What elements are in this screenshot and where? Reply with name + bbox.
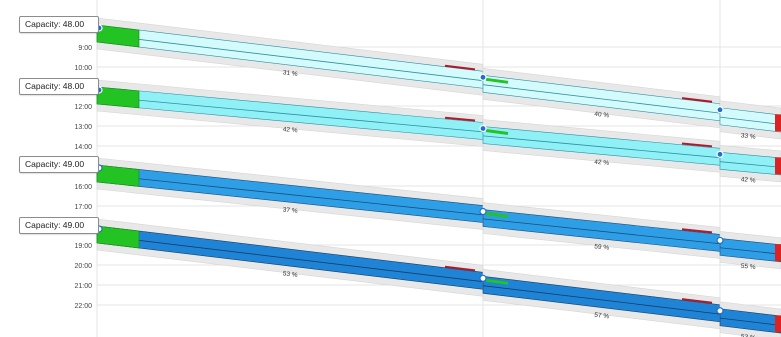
segment-percent-label: 37 % xyxy=(282,207,298,216)
capacity-label: Capacity: 49.00 xyxy=(19,217,99,234)
lane-node[interactable] xyxy=(716,236,724,245)
segment-percent-label: 59 % xyxy=(594,243,610,252)
time-tick-label: 14:00 xyxy=(74,144,92,151)
lane-segment-fill[interactable] xyxy=(719,107,781,133)
lane-start-block[interactable] xyxy=(96,24,140,48)
capacity-label-text: Capacity: 48.00 xyxy=(25,81,85,91)
time-marker xyxy=(681,298,713,304)
segment-percent-label: 42 % xyxy=(740,176,756,184)
lane-center-line xyxy=(482,218,721,245)
lane-center-line xyxy=(719,247,781,255)
time-marker xyxy=(681,142,713,148)
lane-start-block[interactable] xyxy=(96,225,140,249)
lane-center-line xyxy=(719,317,781,326)
lane-center-line xyxy=(719,116,781,125)
lane-node[interactable] xyxy=(479,124,487,133)
capacity-label: Capacity: 48.00 xyxy=(19,16,99,33)
lane-node[interactable] xyxy=(716,150,724,158)
segment-percent-label: 53 % xyxy=(282,270,298,279)
lane-node[interactable] xyxy=(479,274,487,282)
segment-percent-label: 42 % xyxy=(594,159,610,167)
segment-percent-label: 57 % xyxy=(594,312,610,321)
lane-end-block[interactable] xyxy=(775,157,781,175)
segment-percent-label: 55 % xyxy=(740,263,756,272)
segment-percent-label: 33 % xyxy=(740,132,756,141)
time-axis: 9:00 10:00 12:00 13:00 14:00 16:00 17:00 19:00 2… xyxy=(74,45,92,310)
time-tick-label: 12:00 xyxy=(74,104,92,111)
segment-percent-label: 42 % xyxy=(282,126,298,134)
joint-connector xyxy=(485,77,509,84)
lane-end-block[interactable] xyxy=(775,244,781,262)
lane-center-line xyxy=(482,84,721,114)
time-tick-label: 17:00 xyxy=(74,204,92,211)
joint-connector xyxy=(485,278,509,285)
lane-center-line xyxy=(96,173,484,216)
lane-start-block[interactable] xyxy=(96,164,140,187)
lane-segment-fill[interactable] xyxy=(96,24,484,89)
lane-node[interactable] xyxy=(479,73,487,81)
joint-connector xyxy=(485,129,509,135)
lane-node[interactable] xyxy=(479,207,487,216)
capacity-lanes: 31 %40 %33 %42 %42 %42 %37 %59 %55 %53 %… xyxy=(95,17,781,337)
capacity-label-text: Capacity: 49.00 xyxy=(25,220,85,230)
capacity-label: Capacity: 48.00 xyxy=(19,78,99,95)
time-tick-label: 21:00 xyxy=(74,283,92,290)
lane-node[interactable] xyxy=(716,106,724,114)
segment-percent-label: 53 % xyxy=(740,333,756,337)
time-tick-label: 9:00 xyxy=(78,45,92,52)
lane-center-line xyxy=(482,135,721,159)
time-marker xyxy=(444,265,476,272)
lane-start-block[interactable] xyxy=(96,86,140,109)
time-tick-label: 22:00 xyxy=(74,303,92,310)
lane-center-line xyxy=(719,161,781,168)
time-tick-label: 13:00 xyxy=(74,124,92,131)
capacity-lane[interactable]: 42 % 42 % 42 % xyxy=(95,79,781,185)
lane-node[interactable] xyxy=(716,307,724,315)
time-tick-label: 20:00 xyxy=(74,263,92,270)
lane-segment-fill[interactable] xyxy=(96,225,484,290)
time-tick-label: 16:00 xyxy=(74,184,92,191)
capacity-lane[interactable]: 53 % 57 % 53 % xyxy=(95,218,781,337)
time-marker xyxy=(444,116,476,122)
lane-end-block[interactable] xyxy=(775,114,781,132)
time-marker xyxy=(681,228,713,234)
capacity-lane[interactable]: 31 % 40 % 33 % xyxy=(95,17,781,141)
lane-center-line xyxy=(96,234,484,283)
capacity-lane[interactable]: 37 % 59 % 55 % xyxy=(95,157,781,272)
capacity-label-text: Capacity: 48.00 xyxy=(25,19,85,29)
segment-percent-label: 40 % xyxy=(594,111,610,120)
capacity-label-text: Capacity: 49.00 xyxy=(25,159,85,169)
time-tick-label: 19:00 xyxy=(74,243,92,250)
capacity-label: Capacity: 49.00 xyxy=(19,156,99,173)
lane-center-line xyxy=(96,33,484,82)
time-marker xyxy=(681,97,713,103)
lane-segment-fill[interactable] xyxy=(719,308,781,334)
segment-percent-label: 31 % xyxy=(282,69,298,78)
lane-center-line xyxy=(96,95,484,133)
lane-segment-fill[interactable] xyxy=(719,238,781,263)
time-tick-label: 10:00 xyxy=(74,65,92,72)
lane-end-block[interactable] xyxy=(775,315,781,333)
lane-center-line xyxy=(482,285,721,315)
joint-connector xyxy=(485,212,509,219)
lane-segment-fill[interactable] xyxy=(719,151,781,176)
time-marker xyxy=(444,64,476,71)
